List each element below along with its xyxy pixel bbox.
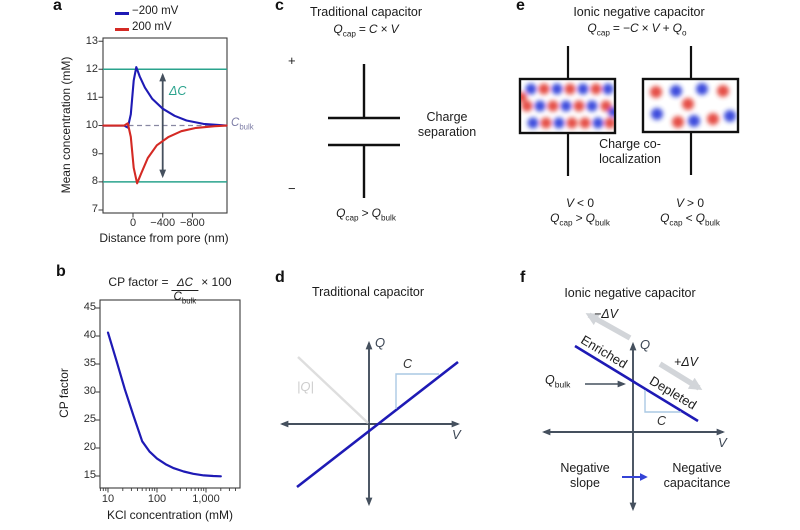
panel-e-title: Ionic negative capacitor [573, 5, 705, 19]
panel-d-graph [279, 340, 461, 507]
legend-swatch-pos200 [115, 28, 129, 31]
y-tick: 35 [83, 357, 96, 369]
y-tick: 12 [85, 63, 98, 75]
panel-a-ylabel: Mean concentration (mM) [58, 56, 73, 194]
panel-e-label: e [516, 0, 525, 14]
panel-a-xlabel: Distance from pore (nm) [99, 231, 229, 245]
y-tick: 30 [83, 385, 96, 397]
panel-a-plot [98, 37, 230, 218]
x-tick: 1,000 [192, 493, 220, 505]
minus-dv-arrow [585, 312, 632, 341]
electrode-wires [566, 46, 693, 176]
negative-capacitance-label: Negative capacitance [663, 461, 731, 490]
panel-a-x-tickmarks [132, 213, 193, 218]
y-tick: 9 [91, 147, 98, 159]
panel-d-label: d [275, 269, 285, 286]
capacitance-line-positive [296, 360, 459, 489]
left-charge-relation: Qcap > Qbulk [550, 211, 610, 228]
delta-c-annotation: ΔC [169, 84, 187, 98]
q-axis-label: Q [375, 335, 386, 350]
charge-colocalization-annotation: Charge co-localization [599, 137, 661, 166]
x-tick: −400 [150, 217, 176, 229]
y-tick: 13 [85, 35, 98, 47]
x-tick: −800 [180, 217, 205, 229]
panel-a-label: a [53, 0, 62, 14]
panel-c-formula: Qcap = C × V [333, 22, 399, 39]
fraction: ΔC Cbulk [171, 277, 199, 306]
panel-b-curve [106, 331, 222, 478]
right-charge-relation: Qcap < Qbulk [660, 211, 720, 228]
y-tick: 40 [83, 329, 96, 341]
abs-q-line [297, 356, 369, 424]
plus-terminal-label: + [288, 53, 296, 68]
slope-indicator [395, 373, 439, 409]
panel-c-relation: Qcap > Qbulk [336, 206, 396, 223]
panel-e-formula: Qcap = −C × V + Qo [587, 21, 687, 38]
q-axis-label: Q [640, 337, 651, 352]
panel-a-curves [102, 66, 228, 185]
panel-b-y-tickmarks [95, 307, 100, 477]
panel-f-graph [541, 312, 726, 512]
panel-c-capacitor-diagram [307, 64, 421, 198]
sparse-ion-dots [650, 83, 736, 128]
capacitor-wires-and-plates [328, 64, 400, 198]
minus-dv-label: −ΔV [594, 307, 619, 321]
negative-slope-label: Negative slope [560, 461, 610, 490]
panel-c-label: c [275, 0, 284, 14]
qbulk-label: Qbulk [545, 373, 571, 390]
cbulk-annotation: Cbulk [231, 117, 254, 132]
y-tick: 11 [86, 91, 98, 103]
panel-b-ylabel: CP factor [56, 368, 71, 418]
slope-indicator [644, 390, 681, 413]
panel-c-title: Traditional capacitor [309, 5, 423, 19]
capacitance-slope-label: C [657, 414, 667, 428]
panel-b-formula: CP factor = ΔC Cbulk × 100 [108, 275, 232, 306]
y-tick: 8 [91, 175, 98, 187]
legend-label-neg200: −200 mV [132, 5, 179, 17]
y-tick: 25 [83, 413, 96, 425]
panel-b-xlabel: KCl concentration (mM) [106, 508, 234, 522]
panel-b-label: b [56, 263, 66, 280]
charge-separation-annotation: Charge separation [417, 110, 477, 139]
abs-q-label: |Q| [297, 379, 314, 394]
panel-b-plot [95, 299, 241, 493]
plus-dv-arrow [658, 361, 703, 391]
capacitance-line-negative [574, 344, 699, 423]
y-tick: 45 [83, 301, 96, 313]
panel-b-x-minor-ticks [99, 488, 236, 491]
left-voltage-condition: V < 0 [565, 196, 595, 210]
x-tick: 0 [129, 217, 137, 229]
legend-label-pos200: 200 mV [132, 21, 172, 33]
panel-b-x-major-ticks [107, 488, 207, 493]
series-−200-mV [102, 66, 228, 129]
plus-dv-label: +ΔV [674, 355, 699, 369]
y-tick: 15 [83, 469, 96, 481]
panel-f-label: f [520, 269, 526, 286]
x-tick: 100 [147, 493, 167, 505]
panel-f-title: Ionic negative capacitor [564, 286, 696, 300]
y-tick: 20 [83, 441, 96, 453]
series-200-mV [102, 122, 228, 185]
panel-d-title: Traditional capacitor [311, 285, 425, 299]
x-tick: 10 [101, 493, 115, 505]
legend-swatch-neg200 [115, 12, 129, 15]
y-tick: 10 [85, 119, 98, 131]
v-axis-label: V [452, 427, 461, 442]
v-axis-label: V [718, 435, 727, 450]
panel-e-ion-diagram [518, 46, 740, 176]
capacitance-slope-label: C [403, 357, 413, 371]
delta-c-reference-lines [103, 68, 227, 183]
panel-a-y-tickmarks [98, 40, 103, 211]
y-tick: 7 [91, 203, 98, 215]
minus-terminal-label: − [288, 181, 296, 196]
right-voltage-condition: V > 0 [675, 196, 705, 210]
dense-ion-dots [521, 83, 614, 129]
series-CP-factor [106, 331, 222, 478]
